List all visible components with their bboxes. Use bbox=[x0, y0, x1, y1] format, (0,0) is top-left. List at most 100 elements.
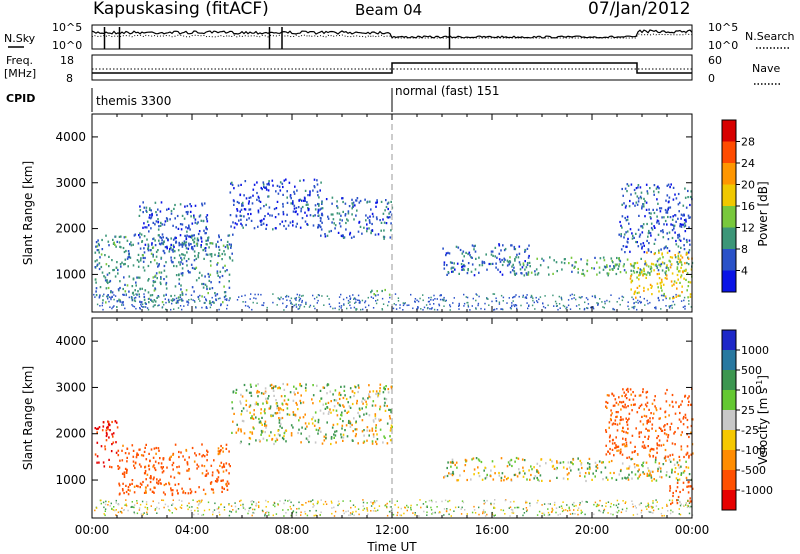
echo-cell-736 bbox=[289, 194, 292, 197]
echo-cell-1635 bbox=[474, 512, 477, 514]
echo-cell-440 bbox=[226, 269, 228, 272]
echo-cell-1366 bbox=[672, 491, 674, 495]
echo-cell-1278 bbox=[668, 414, 670, 417]
echo-cell-1295 bbox=[608, 421, 611, 424]
echo-cell-592 bbox=[250, 417, 252, 420]
echo-cell-1266 bbox=[644, 261, 647, 265]
echo-cell-1180 bbox=[649, 448, 652, 451]
echo-cell-1976 bbox=[585, 297, 588, 299]
echo-cell-1556 bbox=[663, 247, 665, 250]
echo-cell-1530 bbox=[684, 224, 687, 227]
echo-cell-499 bbox=[240, 402, 242, 405]
echo-cell-1110 bbox=[442, 247, 444, 250]
echo-cell-1289 bbox=[620, 416, 622, 419]
echo-cell-600 bbox=[190, 205, 193, 208]
echo-cell-1264 bbox=[686, 451, 689, 454]
echo-cell-1855 bbox=[267, 501, 269, 503]
echo-cell-783 bbox=[300, 384, 303, 388]
echo-cell-1671 bbox=[562, 501, 564, 503]
echo-cell-1973 bbox=[679, 501, 681, 504]
echo-cell-21 bbox=[217, 262, 219, 265]
echo-cell-172 bbox=[197, 252, 200, 255]
echo-cell-1191 bbox=[553, 259, 555, 262]
echo-cell-867 bbox=[530, 473, 532, 477]
echo-cell-1476 bbox=[504, 513, 506, 515]
echo-cell-2269 bbox=[634, 305, 636, 308]
echo-cell-360 bbox=[100, 265, 103, 269]
echo-cell-724 bbox=[279, 181, 282, 184]
echo-cell-573 bbox=[205, 232, 207, 235]
echo-cell-1488 bbox=[320, 499, 322, 501]
echo-cell-1156 bbox=[623, 263, 625, 266]
echo-cell-246 bbox=[221, 490, 223, 493]
echo-cell-1795 bbox=[501, 308, 503, 310]
echo-cell-939 bbox=[518, 471, 521, 474]
echo-cell-173 bbox=[182, 253, 185, 256]
echo-cell-247 bbox=[225, 462, 228, 465]
echo-cell-133 bbox=[98, 262, 101, 265]
echo-cell-1282 bbox=[643, 446, 645, 449]
echo-cell-10 bbox=[100, 445, 103, 448]
echo-cell-1982 bbox=[131, 304, 133, 306]
echo-cell-88 bbox=[197, 254, 199, 257]
echo-cell-865 bbox=[331, 202, 333, 205]
echo-cell-952 bbox=[588, 467, 591, 471]
echo-cell-1716 bbox=[354, 506, 356, 508]
echo-cell-272 bbox=[152, 281, 155, 284]
echo-cell-272 bbox=[174, 483, 177, 486]
echo-cell-838 bbox=[633, 463, 636, 466]
echo-cell-1188 bbox=[594, 256, 596, 259]
echo-cell-1792 bbox=[94, 509, 96, 512]
echo-cell-1987 bbox=[228, 299, 230, 302]
echo-cell-228 bbox=[144, 466, 146, 469]
echo-cell-1493 bbox=[234, 502, 236, 504]
echo-cell-1222 bbox=[676, 267, 679, 271]
echo-cell-1396 bbox=[579, 502, 581, 504]
echo-cell-69 bbox=[196, 463, 198, 466]
echo-cell-1372 bbox=[687, 485, 690, 488]
echo-cell-1139 bbox=[524, 250, 526, 253]
echo-cell-75 bbox=[111, 295, 113, 298]
echo-cell-1032 bbox=[540, 458, 542, 461]
echo-cell-2168 bbox=[364, 301, 366, 304]
echo-cell-166 bbox=[179, 294, 182, 297]
echo-cell-1690 bbox=[292, 511, 294, 513]
echo-cell-1836 bbox=[400, 514, 403, 517]
echo-cell-700 bbox=[335, 409, 338, 412]
echo-cell-475 bbox=[148, 230, 150, 233]
echo-cell-221 bbox=[117, 465, 119, 468]
echo-cell-1956 bbox=[609, 505, 612, 508]
echo-cell-1903 bbox=[138, 507, 141, 509]
echo-cell-1952 bbox=[512, 296, 514, 299]
echo-cell-1685 bbox=[650, 212, 652, 215]
echo-cell-686 bbox=[299, 226, 302, 229]
echo-cell-1308 bbox=[638, 271, 641, 274]
echo-cell-947 bbox=[344, 214, 347, 217]
echo-cell-2145 bbox=[544, 295, 546, 297]
echo-cell-932 bbox=[685, 460, 687, 463]
echo-cell-490 bbox=[205, 225, 207, 229]
echo-cell-1360 bbox=[660, 278, 663, 281]
echo-cell-307 bbox=[217, 479, 219, 482]
echo-cell-765 bbox=[238, 201, 240, 205]
echo-cell-535 bbox=[177, 249, 180, 252]
echo-cell-1118 bbox=[616, 415, 618, 418]
echo-cell-2089 bbox=[236, 299, 239, 301]
echo-cell-1673 bbox=[671, 236, 674, 240]
echo-cell-894 bbox=[522, 475, 525, 478]
echo-cell-149 bbox=[171, 464, 174, 467]
echo-cell-607 bbox=[193, 241, 195, 244]
velocity-colorbar-swatch-8 bbox=[722, 490, 736, 511]
echo-cell-55 bbox=[209, 253, 211, 256]
echo-cell-1940 bbox=[402, 304, 405, 307]
echo-cell-1133 bbox=[659, 407, 662, 410]
echo-cell-1704 bbox=[624, 251, 626, 254]
echo-cell-261 bbox=[136, 454, 138, 457]
echo-cell-636 bbox=[286, 190, 288, 193]
freq-label: Freq. bbox=[6, 54, 33, 67]
echo-cell-1562 bbox=[619, 220, 621, 224]
echo-cell-1950 bbox=[298, 298, 301, 301]
echo-cell-160 bbox=[131, 479, 134, 482]
echo-cell-313 bbox=[116, 300, 119, 303]
echo-cell-2250 bbox=[512, 300, 514, 302]
